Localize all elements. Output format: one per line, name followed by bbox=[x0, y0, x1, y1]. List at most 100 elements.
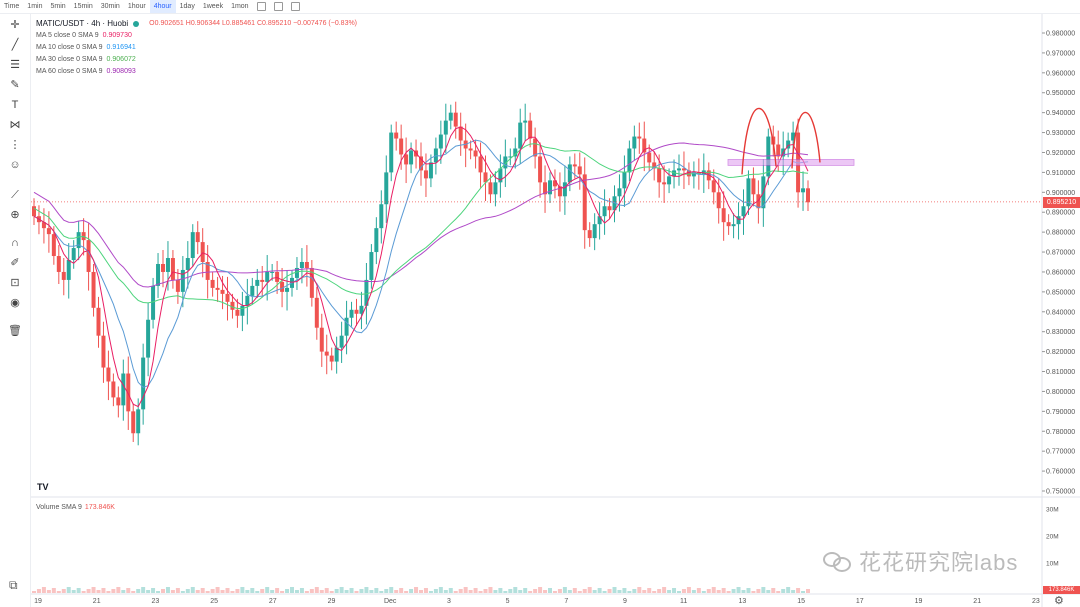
volume-bar bbox=[250, 588, 255, 593]
volume-bar bbox=[215, 587, 220, 593]
prediction-icon[interactable]: ⋮ bbox=[9, 139, 21, 151]
volume-bar bbox=[190, 587, 195, 593]
volume-bar bbox=[696, 588, 701, 593]
zoom-icon[interactable]: ⊕ bbox=[10, 209, 20, 221]
settings-gear-icon[interactable]: ⚙ bbox=[1054, 595, 1064, 607]
candle-body bbox=[359, 305, 364, 314]
candle-body bbox=[151, 285, 156, 320]
volume-bar bbox=[225, 588, 230, 593]
candle-body bbox=[508, 156, 513, 158]
candle-body bbox=[473, 150, 478, 157]
volume-bar bbox=[349, 588, 354, 593]
candle-body bbox=[294, 267, 299, 278]
x-tick-label: 3 bbox=[447, 598, 451, 605]
volume-bar bbox=[801, 591, 806, 593]
candle-body bbox=[111, 381, 116, 398]
interval-5min[interactable]: 5min bbox=[50, 3, 66, 10]
candle-body bbox=[572, 164, 577, 167]
candle-body bbox=[667, 176, 672, 185]
interval-1day[interactable]: 1day bbox=[179, 3, 195, 10]
volume-bar bbox=[508, 589, 513, 593]
lock-icon[interactable]: ⊡ bbox=[10, 277, 20, 289]
fib-icon[interactable]: ☰ bbox=[10, 59, 20, 71]
volume-bar bbox=[562, 587, 567, 593]
pattern-icon[interactable]: ⋈ bbox=[9, 119, 21, 131]
volume-bar bbox=[518, 590, 523, 593]
interval-4hour[interactable]: 4hour bbox=[149, 0, 176, 13]
eye-icon[interactable]: ◉ bbox=[10, 297, 20, 309]
x-tick-label: 5 bbox=[506, 598, 510, 605]
y-tick-label: 0.890000 bbox=[1046, 210, 1075, 217]
candle-body bbox=[51, 234, 56, 257]
y-tick-label: 0.960000 bbox=[1046, 70, 1075, 77]
ruler-icon[interactable]: ⟋ bbox=[11, 189, 19, 201]
text-icon[interactable]: T bbox=[11, 99, 19, 111]
volume-bar bbox=[736, 587, 741, 593]
volume-bar bbox=[374, 588, 379, 593]
volume-bar bbox=[731, 589, 736, 593]
candle-body bbox=[453, 112, 458, 127]
y-tick-label: 0.970000 bbox=[1046, 50, 1075, 57]
interval-1hour[interactable]: 1hour bbox=[127, 3, 146, 10]
ohlc-values: O0.902651 H0.906344 L0.885461 C0.895210 … bbox=[149, 20, 358, 27]
x-tick-label: 27 bbox=[269, 598, 277, 605]
candle-body bbox=[458, 126, 463, 141]
candle-body bbox=[686, 170, 691, 177]
interval-30min[interactable]: 30min bbox=[100, 3, 120, 10]
interval-1mon[interactable]: 1mon bbox=[231, 3, 249, 10]
interval-1week[interactable]: 1week bbox=[202, 3, 224, 10]
candle-body bbox=[632, 136, 637, 149]
y-tick-label: 0.820000 bbox=[1046, 349, 1075, 356]
brush-icon[interactable]: ✎ bbox=[10, 79, 20, 91]
volume-legend: Volume SMA 9 173.846K bbox=[36, 504, 115, 511]
volume-bar bbox=[548, 588, 552, 593]
interval-15min[interactable]: 15min bbox=[73, 3, 93, 10]
volume-bar bbox=[180, 591, 185, 593]
candle-body bbox=[304, 262, 309, 268]
candle-body bbox=[349, 309, 354, 318]
volume-bar bbox=[567, 590, 572, 593]
wechat-icon bbox=[823, 550, 853, 572]
volume-bar bbox=[677, 591, 681, 593]
volume-bar bbox=[255, 591, 260, 593]
volume-bar bbox=[647, 588, 652, 593]
layers-icon[interactable]: ⧉ bbox=[9, 578, 18, 592]
ma10-line bbox=[33, 139, 809, 388]
volume-bar bbox=[786, 587, 791, 593]
x-tick-label: 9 bbox=[623, 598, 627, 605]
emoji-icon[interactable]: ☺ bbox=[9, 159, 21, 171]
candle-body bbox=[498, 168, 503, 183]
fullscreen-icon[interactable] bbox=[290, 2, 300, 11]
crosshair-icon[interactable]: ✛ bbox=[10, 19, 20, 31]
volume-bar bbox=[175, 588, 180, 593]
volume-bar bbox=[637, 587, 642, 593]
ma-legend-row: MA 5 close 0 SMA 9 0.909730 bbox=[36, 30, 357, 42]
volume-bar bbox=[131, 591, 136, 593]
candle-body bbox=[741, 206, 746, 217]
trendline-icon[interactable]: ╱ bbox=[11, 39, 19, 51]
candle-body bbox=[552, 180, 557, 187]
candle-body bbox=[285, 287, 290, 292]
x-tick-label: 7 bbox=[564, 598, 568, 605]
y-tick-label: 0.870000 bbox=[1046, 250, 1075, 257]
volume-bar bbox=[701, 591, 706, 593]
candle-body bbox=[180, 269, 185, 292]
candle-body bbox=[270, 271, 275, 273]
interval-1min[interactable]: 1min bbox=[27, 3, 43, 10]
volume-bar bbox=[299, 588, 304, 593]
candle-body bbox=[66, 260, 71, 280]
trash-icon[interactable]: 🗑 bbox=[8, 325, 22, 337]
volume-bar bbox=[587, 587, 592, 593]
magnet-icon[interactable]: ∩ bbox=[11, 237, 19, 249]
ma-value: 0.906072 bbox=[106, 56, 136, 63]
screenshot-icon[interactable] bbox=[273, 2, 283, 11]
volume-bar bbox=[776, 591, 781, 593]
candle-body bbox=[344, 317, 349, 336]
volume-bar bbox=[399, 588, 404, 593]
candle-body bbox=[428, 162, 433, 179]
candle-body bbox=[91, 271, 96, 308]
lock-drawing-icon[interactable]: ✐ bbox=[10, 257, 20, 269]
chart-type-icon[interactable] bbox=[256, 2, 266, 11]
volume-bar bbox=[433, 589, 438, 593]
